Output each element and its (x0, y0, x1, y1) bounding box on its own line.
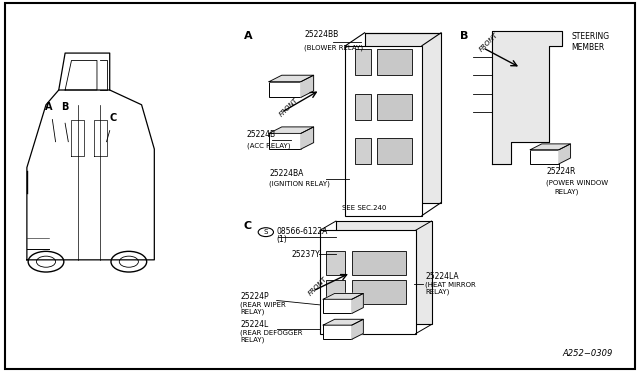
Text: FRONT: FRONT (307, 276, 328, 297)
Bar (355, 138, 371, 164)
Bar (378, 49, 412, 75)
Text: SEE SEC.240: SEE SEC.240 (342, 205, 387, 211)
Text: A: A (45, 102, 53, 112)
Bar (346, 46, 422, 215)
Bar (269, 134, 301, 149)
Text: C: C (109, 113, 116, 123)
Text: RELAY): RELAY) (554, 188, 579, 195)
Text: RELAY): RELAY) (241, 337, 265, 343)
Polygon shape (27, 90, 154, 260)
Text: (HEAT MIRROR: (HEAT MIRROR (425, 281, 476, 288)
Text: 25224L: 25224L (241, 320, 269, 329)
Bar (355, 94, 371, 119)
Bar (320, 230, 415, 334)
Text: STEERING: STEERING (572, 32, 610, 41)
Text: RELAY): RELAY) (425, 289, 449, 295)
Text: FRONT: FRONT (278, 97, 300, 118)
Polygon shape (269, 75, 314, 82)
Bar (378, 138, 412, 164)
Bar (378, 94, 412, 119)
Text: 25237Y: 25237Y (291, 250, 320, 259)
Bar (336, 221, 431, 324)
Bar (323, 299, 352, 313)
Text: 25224B: 25224B (246, 130, 276, 139)
Bar (326, 251, 346, 275)
Text: 08566-6122A: 08566-6122A (276, 227, 328, 235)
Text: (ACC RELAY): (ACC RELAY) (246, 142, 290, 149)
Text: B: B (460, 31, 468, 41)
Text: FRONT: FRONT (478, 31, 499, 52)
Text: 25224BB: 25224BB (304, 30, 339, 39)
Bar (352, 280, 406, 304)
Polygon shape (531, 144, 570, 150)
Polygon shape (352, 319, 364, 339)
Bar (365, 33, 441, 203)
Text: 25224P: 25224P (241, 292, 269, 301)
Text: (BLOWER RELAY): (BLOWER RELAY) (304, 44, 363, 51)
Text: S: S (264, 229, 268, 235)
Text: (1): (1) (276, 235, 287, 244)
Text: MEMBER: MEMBER (572, 43, 605, 52)
Text: RELAY): RELAY) (241, 308, 265, 315)
Text: C: C (244, 221, 252, 231)
Text: A252−0309: A252−0309 (563, 349, 613, 358)
Bar (531, 150, 559, 164)
Bar (323, 325, 352, 339)
Text: (REAR DEFOGGER: (REAR DEFOGGER (241, 329, 303, 336)
Text: A: A (244, 31, 252, 41)
Text: (IGNITION RELAY): (IGNITION RELAY) (269, 181, 330, 187)
Polygon shape (269, 127, 314, 134)
Text: 25224LA: 25224LA (425, 272, 459, 281)
Polygon shape (323, 294, 364, 299)
Polygon shape (323, 319, 364, 325)
Polygon shape (301, 127, 314, 149)
Bar (326, 280, 346, 304)
Polygon shape (301, 75, 314, 97)
Bar (355, 49, 371, 75)
Polygon shape (492, 31, 562, 164)
Text: (POWER WINDOW: (POWER WINDOW (546, 179, 609, 186)
Polygon shape (59, 53, 109, 90)
Text: 25224BA: 25224BA (269, 169, 303, 177)
Polygon shape (559, 144, 570, 164)
Text: B: B (61, 102, 68, 112)
Text: 25224R: 25224R (546, 167, 575, 176)
Bar (269, 82, 301, 97)
Bar (352, 251, 406, 275)
Text: (REAR WIPER: (REAR WIPER (241, 302, 286, 308)
Polygon shape (352, 294, 364, 313)
